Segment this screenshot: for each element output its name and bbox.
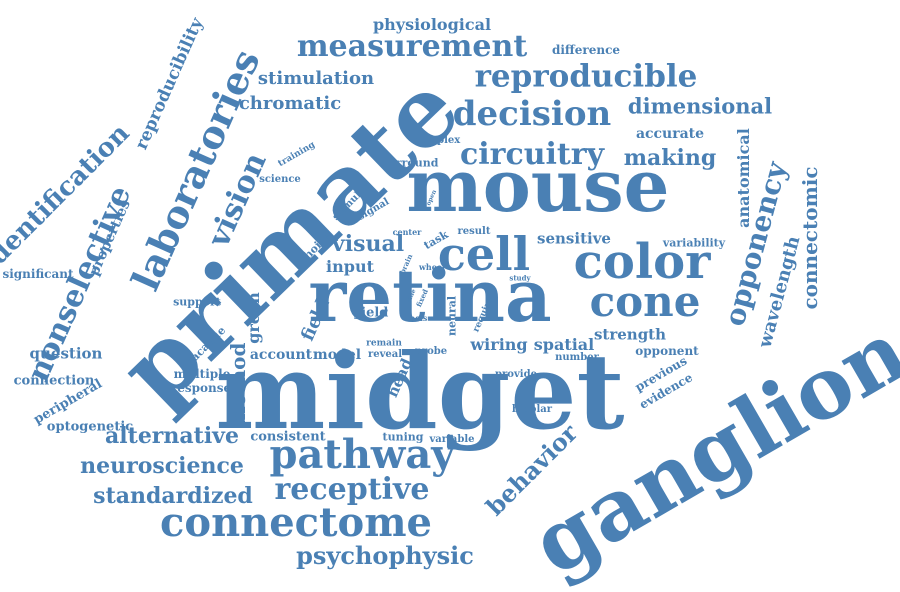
word-provide: provide <box>495 369 537 380</box>
word-anatomical: anatomical <box>734 128 753 228</box>
word-connectome: connectome <box>160 499 432 546</box>
word-reveal: reveal <box>367 349 403 360</box>
word-standardized: standardized <box>93 483 253 509</box>
word-center: center <box>392 227 422 237</box>
word-result: result <box>457 226 491 237</box>
word-yield: yield <box>353 305 389 321</box>
word-tuning: tuning <box>382 430 424 444</box>
word-making: making <box>623 145 717 171</box>
word-receptive: receptive <box>274 472 430 507</box>
word-decision: decision <box>452 94 612 134</box>
word-connection: connection <box>13 373 95 389</box>
word-visual: visual <box>331 231 405 257</box>
word-neural: neural <box>445 295 459 337</box>
word-pathway: pathway <box>269 431 455 478</box>
word-sensitive: sensitive <box>537 229 611 248</box>
word-variable: variable <box>429 434 475 445</box>
word-consistent: consistent <box>250 429 326 445</box>
word-cone: cone <box>589 277 701 326</box>
word-green: green <box>244 292 263 344</box>
word-measurement: measurement <box>296 29 528 64</box>
word-cell: cell <box>437 227 531 281</box>
word-model: model <box>312 347 362 363</box>
word-probe: probe <box>414 346 448 357</box>
word-number: number <box>555 352 599 363</box>
word-accurate: accurate <box>635 126 705 142</box>
word-surround: surround <box>381 156 439 170</box>
word-complex: complex <box>413 135 461 146</box>
word-science: science <box>259 174 301 185</box>
word-chromatic: chromatic <box>238 93 342 114</box>
word-neuroscience: neuroscience <box>80 453 244 479</box>
word-optogenetic: optogenetic <box>46 419 134 435</box>
word-remain: remain <box>366 338 402 349</box>
word-question: question <box>29 344 103 363</box>
word-dimensional: dimensional <box>627 93 773 119</box>
word-color: color <box>573 234 711 290</box>
word-support: support <box>173 295 221 309</box>
word-physiological: physiological <box>372 15 492 34</box>
word-wheel: wheel <box>419 262 445 272</box>
word-psychophysic: psychophysic <box>296 541 474 570</box>
word-retina: retina <box>308 253 552 338</box>
word-significant: significant <box>2 267 74 281</box>
word-strength: strength <box>593 325 667 344</box>
word-stimulation: stimulation <box>257 68 375 89</box>
word-variability: variability <box>662 236 726 250</box>
word-spatial: spatial <box>533 335 595 354</box>
word-response: response <box>170 381 232 395</box>
word-wiring: wiring <box>470 335 528 354</box>
word-bipolar: bipolar <box>512 404 552 415</box>
word-opponent: opponent <box>635 344 699 358</box>
word-reproducible: reproducible <box>474 58 698 95</box>
word-study: study <box>509 273 531 283</box>
word-mouse: mouse <box>406 143 670 228</box>
word-input: input <box>326 257 374 276</box>
word-alternative: alternative <box>105 423 239 449</box>
word-midget: midget <box>215 330 625 453</box>
word-circuitry: circuitry <box>459 137 605 172</box>
word-multiple: multiple <box>173 367 231 381</box>
word-account: account <box>249 347 313 363</box>
word-difference: difference <box>551 43 621 57</box>
word-basis: basis <box>404 313 428 323</box>
